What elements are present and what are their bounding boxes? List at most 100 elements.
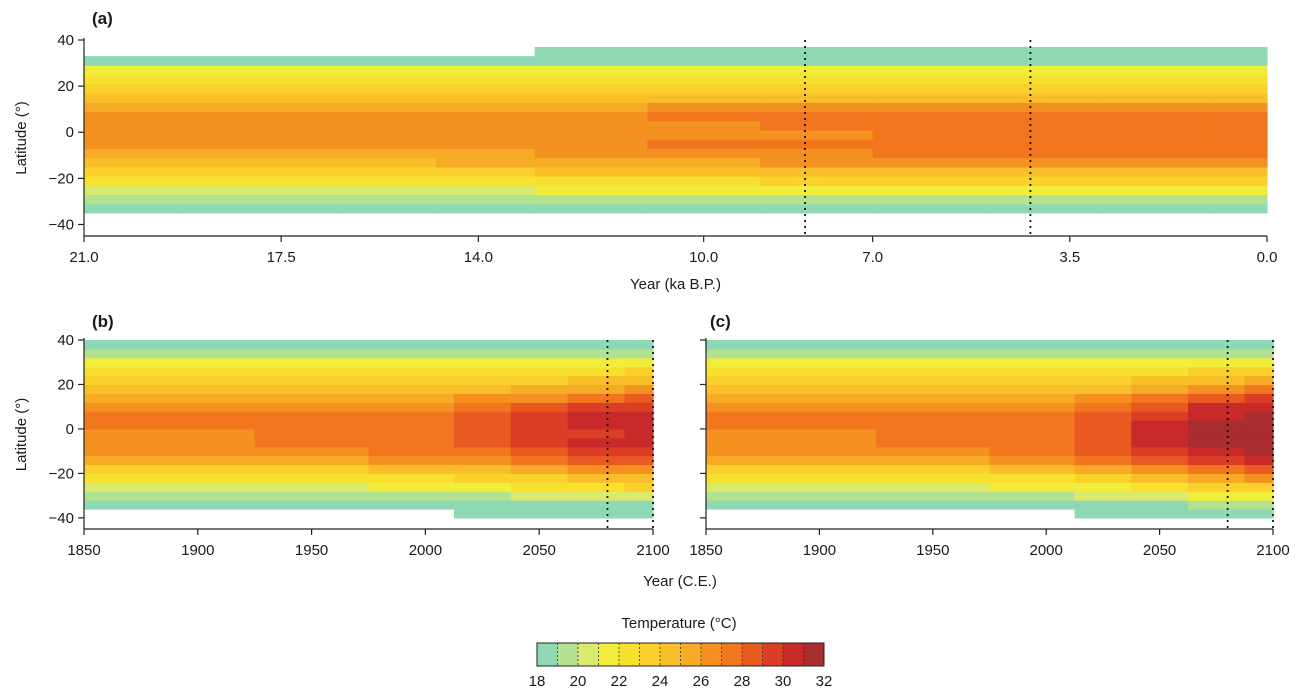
heatmap-cell (1131, 464, 1189, 475)
heatmap-cell (985, 185, 1099, 196)
heatmap-cell (1210, 74, 1268, 85)
heatmap-cell (876, 491, 991, 501)
heatmap-cell (453, 428, 512, 439)
heatmap-cell (368, 393, 455, 403)
heatmap-cell (1244, 366, 1274, 377)
heatmap-cell (453, 464, 512, 475)
heatmap-cell (254, 482, 370, 492)
heatmap-cell (368, 491, 455, 501)
heatmap-cell (84, 500, 142, 510)
heatmap-cell (453, 393, 512, 403)
heatmap-cell (436, 139, 536, 149)
heatmap-cell (84, 65, 184, 76)
heatmap-cell (337, 83, 437, 94)
heatmap-cell (140, 384, 256, 394)
colorbar-tick-label: 18 (529, 673, 546, 690)
heatmap-cell (510, 357, 569, 368)
heatmap-cell (534, 148, 648, 159)
heatmap-cell (510, 473, 569, 483)
panel-b: 1850 1900 1950 2000 2050 2100 40 20 0 −20 −40 (b) La… (13, 312, 670, 559)
panel-label: (b) (92, 312, 114, 331)
colorbar-swatch (680, 643, 702, 666)
heatmap-cell (1098, 139, 1212, 149)
heatmap-cell (368, 437, 455, 448)
heatmap-cell (1131, 420, 1189, 430)
heatmap-cell (1244, 428, 1274, 439)
heatmap-cell (436, 120, 536, 131)
heatmap-cell (567, 366, 626, 377)
heatmap-cell (760, 74, 874, 85)
heatmap-cell (762, 366, 877, 377)
heatmap-cell (84, 366, 142, 377)
y-tick-label: 20 (57, 376, 74, 393)
heatmap-cell (989, 464, 1076, 475)
heatmap-cell (762, 428, 877, 439)
heatmap-cell (182, 83, 339, 94)
heatmap-cell (1210, 157, 1268, 168)
heatmap-cell (762, 500, 877, 510)
heatmap-cell (182, 176, 339, 186)
heatmap-cell (624, 508, 654, 519)
heatmap-cell (510, 437, 569, 448)
heatmap-cell (1131, 411, 1189, 421)
heatmap-cell (453, 482, 512, 492)
heatmap-cell (762, 411, 877, 421)
heatmap-cell (876, 446, 991, 457)
heatmap-cell (760, 166, 874, 177)
heatmap-cell (647, 46, 761, 57)
heatmap-cell (876, 420, 991, 430)
colorbar-tick-label: 24 (652, 673, 669, 690)
heatmap-cell (140, 411, 256, 421)
heatmap-cell (1244, 402, 1274, 412)
heatmap-cell (140, 455, 256, 466)
heatmap-cell (84, 428, 142, 439)
heatmap-cell (436, 83, 536, 94)
heatmap-cell (985, 111, 1099, 122)
heatmap-cell (989, 420, 1076, 430)
heatmap-cell (762, 464, 877, 475)
heatmap-cell (1074, 473, 1132, 483)
heatmap-cell (140, 402, 256, 412)
heatmap-cell (84, 482, 142, 492)
heatmap (84, 46, 1268, 214)
heatmap-cell (337, 120, 437, 131)
heatmap-cell (876, 366, 991, 377)
heatmap-cell (876, 411, 991, 421)
heatmap-cell (84, 157, 184, 168)
heatmap-cell (985, 203, 1099, 214)
heatmap-cell (368, 340, 455, 350)
heatmap-cell (1098, 194, 1212, 205)
heatmap-cell (872, 157, 986, 168)
heatmap-cell (872, 176, 986, 186)
heatmap-cell (1210, 65, 1268, 76)
heatmap-cell (510, 482, 569, 492)
heatmap-cell (182, 102, 339, 113)
heatmap-cell (1098, 120, 1212, 131)
heatmap-cell (706, 482, 764, 492)
colorbar-tick-label: 26 (693, 673, 710, 690)
heatmap-cell (624, 491, 654, 501)
heatmap-cell (368, 455, 455, 466)
heatmap-cell (989, 482, 1076, 492)
heatmap-cell (182, 166, 339, 177)
heatmap-cell (760, 102, 874, 113)
heatmap-cell (706, 348, 764, 359)
heatmap-cell (624, 375, 654, 386)
heatmap-cell (872, 46, 986, 57)
y-tick-label: −40 (49, 216, 74, 233)
heatmap-cell (436, 102, 536, 113)
panel-label: (c) (710, 312, 731, 331)
heatmap-cell (872, 166, 986, 177)
heatmap-cell (989, 446, 1076, 457)
x-tick-label: 1950 (916, 542, 949, 559)
heatmap-cell (876, 375, 991, 386)
heatmap-cell (624, 482, 654, 492)
heatmap-cell (760, 157, 874, 168)
heatmap-cell (876, 500, 991, 510)
heatmap-cell (567, 411, 626, 421)
x-tick-label: 2100 (636, 542, 669, 559)
colorbar-swatch (619, 643, 640, 666)
heatmap-cell (1074, 446, 1132, 457)
heatmap-cell (510, 500, 569, 510)
heatmap-cell (182, 194, 339, 205)
